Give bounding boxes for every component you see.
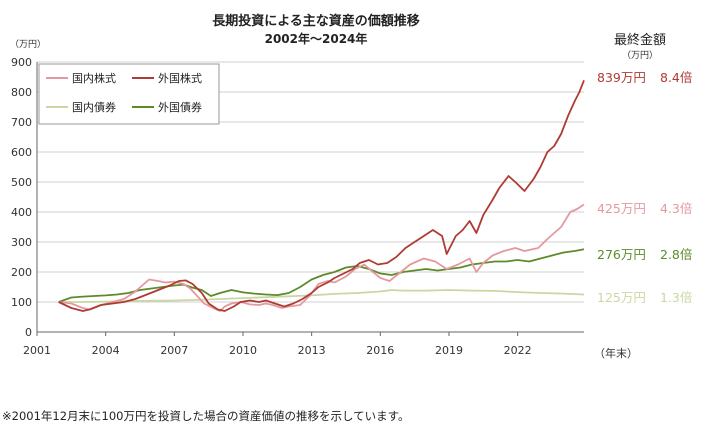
x-tick-label: 2019 [435, 344, 463, 357]
legend-label-domestic-bonds: 国内債券 [72, 100, 116, 114]
final-amount-foreign-bonds: 276万円 [597, 247, 646, 262]
y-tick-label: 300 [11, 236, 32, 249]
axes: 0 100 200 300 400 500 600 700 800 900 2001 2004 2007… [11, 56, 584, 357]
y-tick-label: 0 [25, 326, 32, 339]
y-tick-label: 400 [11, 206, 32, 219]
final-amount-domestic-bonds: 125万円 [597, 290, 646, 305]
final-amount-domestic-stocks: 425万円 [597, 201, 646, 216]
legend-label-foreign-stocks: 外国株式 [158, 71, 202, 85]
y-tick-label: 800 [11, 86, 32, 99]
series-line-foreign-stocks [58, 79, 585, 312]
series-lines [58, 79, 585, 312]
final-amount-foreign-stocks: 839万円 [597, 70, 646, 85]
y-tick-label: 500 [11, 176, 32, 189]
final-values-header: 最終金額 [614, 32, 666, 48]
legend-box [38, 63, 220, 125]
final-multiple-domestic-bonds: 1.3倍 [660, 290, 692, 305]
y-tick-label: 900 [11, 56, 32, 69]
final-values: 839万円 8.4倍 425万円 4.3倍 276万円 2.8倍 125万円 1… [597, 70, 692, 305]
chart-subtitle: 2002年～2024年 [265, 31, 368, 46]
x-tick-label: 2022 [504, 344, 532, 357]
legend: 国内株式 外国株式 国内債券 外国債券 [38, 63, 220, 125]
y-tick-label: 200 [11, 266, 32, 279]
final-values-unit: （万円） [622, 50, 658, 61]
footnote: ※2001年12月末に100万円を投資した場合の資産価値の推移を示しています。 [2, 409, 410, 423]
x-tick-label: 2016 [366, 344, 394, 357]
y-axis-unit: （万円） [10, 39, 46, 50]
y-tick-label: 100 [11, 296, 32, 309]
x-tick-label: 2013 [298, 344, 326, 357]
x-axis-unit: （年末） [594, 346, 638, 360]
x-tick-label: 2007 [160, 344, 188, 357]
series-line-domestic-bonds [58, 289, 585, 303]
legend-label-foreign-bonds: 外国債券 [158, 100, 202, 114]
final-multiple-domestic-stocks: 4.3倍 [660, 201, 692, 216]
y-tick-label: 700 [11, 116, 32, 129]
x-tick-label: 2004 [92, 344, 120, 357]
x-tick-label: 2010 [229, 344, 257, 357]
final-multiple-foreign-bonds: 2.8倍 [660, 247, 692, 262]
y-tick-label: 600 [11, 146, 32, 159]
legend-label-domestic-stocks: 国内株式 [72, 71, 116, 85]
x-tick-label: 2001 [23, 344, 51, 357]
chart-title: 長期投資による主な資産の価額推移 [212, 13, 420, 29]
final-multiple-foreign-stocks: 8.4倍 [660, 70, 692, 85]
series-line-foreign-bonds [58, 248, 585, 303]
